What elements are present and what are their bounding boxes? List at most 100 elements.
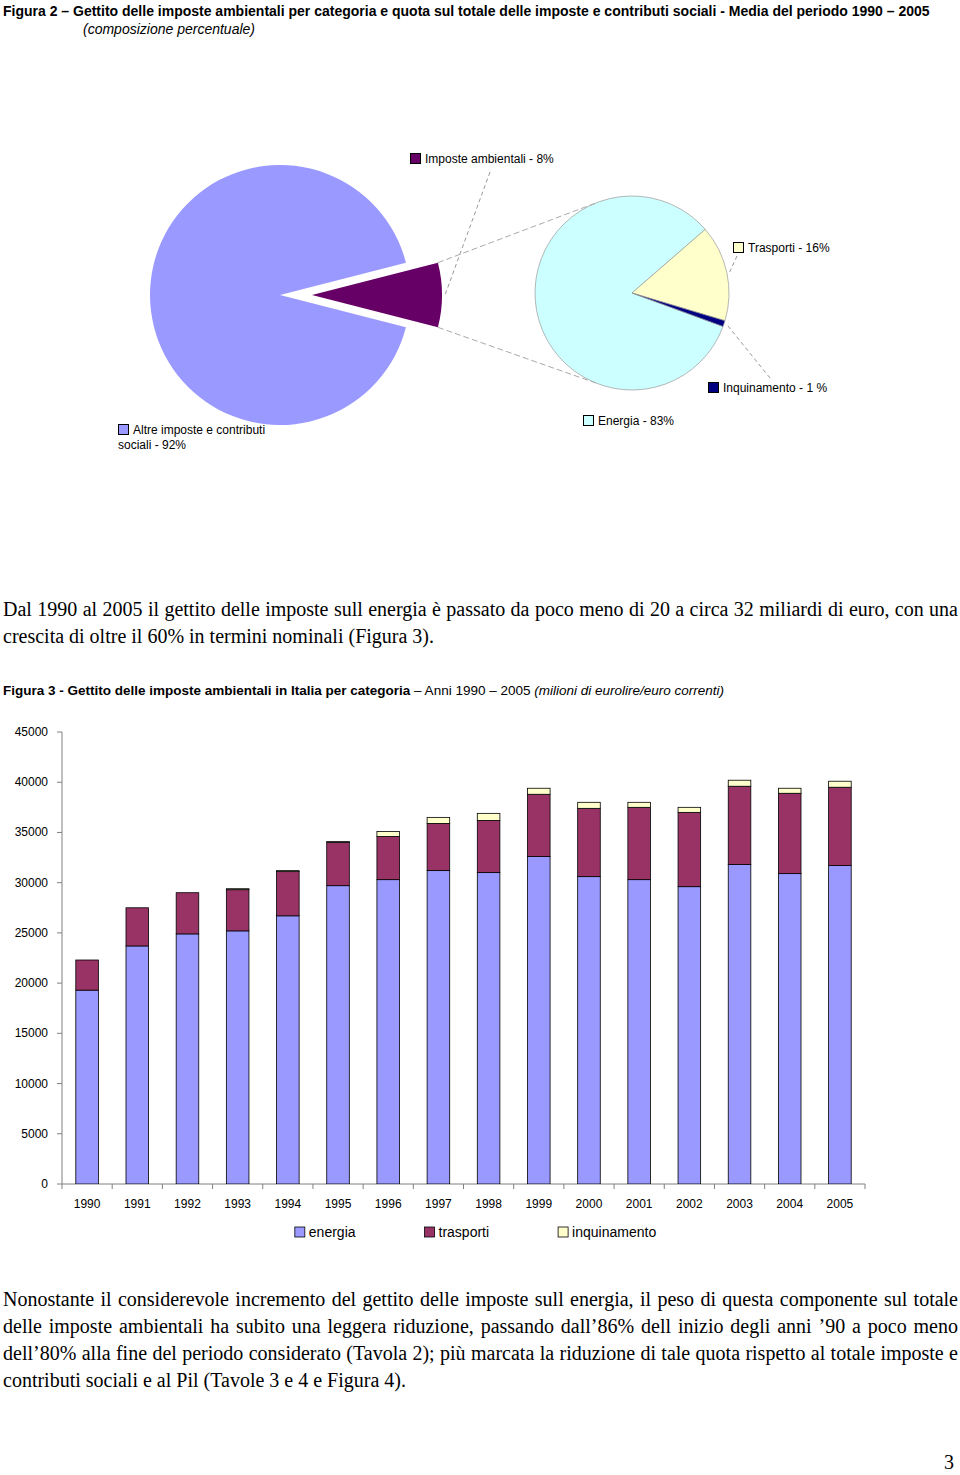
bar [778,788,801,793]
bar [477,813,500,820]
bar [126,907,149,908]
x-tick [614,1184,615,1189]
legend-label: trasporti [439,1224,490,1240]
x-tick [764,1184,765,1189]
y-tick [57,782,62,783]
legend-swatch [295,1227,305,1237]
paragraph: Dal 1990 al 2005 il gettito delle impost… [3,596,958,650]
x-tick-label: 1993 [224,1197,251,1211]
pie-label: Inquinamento - 1 % [708,381,878,396]
legend-swatch [425,1227,435,1237]
bar [477,873,500,1184]
x-tick-label: 2005 [827,1197,854,1211]
bar [578,808,601,876]
x-tick [363,1184,364,1189]
x-tick [62,1184,63,1189]
pie-label-text: Inquinamento - 1 % [723,381,827,395]
bar [578,802,601,808]
bar [678,812,701,886]
pie-slice [632,229,729,320]
bar [226,931,249,1184]
y-tick-label: 35000 [15,825,49,839]
legend-label: inquinamento [572,1224,656,1240]
bar [427,817,450,823]
y-tick [57,832,62,833]
figure-title: Figura 2 – Gettito delle imposte ambient… [3,2,960,38]
y-tick-label: 5000 [21,1127,48,1141]
pie-label: Imposte ambientali - 8% [410,152,620,167]
connector-line [438,327,596,383]
bar [277,916,300,1184]
bar [427,871,450,1184]
pie-slice [632,293,725,326]
leader-line [730,256,737,272]
page-body: {"chart_data": [ {"type": "pie", "title"… [0,0,960,1475]
y-tick [57,1184,62,1185]
y-tick [57,983,62,984]
bar [377,836,400,879]
bar [427,823,450,870]
bar [176,893,199,934]
text-layer: Figura 2 – Gettito delle imposte ambient… [0,0,960,1475]
y-tick-label: 30000 [15,876,49,890]
y-tick [57,1033,62,1034]
x-tick [262,1184,263,1189]
x-tick-label: 1994 [274,1197,301,1211]
x-tick [162,1184,163,1189]
x-tick [563,1184,564,1189]
y-tick [57,882,62,883]
bar [578,877,601,1184]
y-axis-line [62,732,63,1184]
x-tick [714,1184,715,1189]
legend-swatch [118,424,129,435]
leader-line [445,172,490,295]
bar [76,960,99,990]
x-tick-label: 1996 [375,1197,402,1211]
bar [628,807,651,879]
x-tick-label: 1990 [74,1197,101,1211]
x-tick-label: 1992 [174,1197,201,1211]
legend-swatch [583,415,594,426]
x-tick [664,1184,665,1189]
legend-label: energia [309,1224,356,1240]
bar [527,788,550,794]
bar [277,872,300,916]
y-tick [57,1083,62,1084]
y-tick-label: 10000 [15,1077,49,1091]
x-tick-label: 1999 [525,1197,552,1211]
bar [778,874,801,1184]
x-tick-label: 2000 [576,1197,603,1211]
bar [728,865,751,1184]
bar [76,960,99,961]
y-tick [57,932,62,933]
legend-swatch [410,153,421,164]
x-tick-label: 1998 [475,1197,502,1211]
x-tick [413,1184,414,1189]
subtitle-text: (composizione percentuale) [83,21,255,37]
figure-title: Figura 3 - Gettito delle imposte ambient… [3,682,958,700]
bar [678,807,701,812]
pie-label-text: Energia - 83% [598,414,674,428]
legend-swatch [708,382,719,393]
bar [728,780,751,786]
bar [327,842,350,885]
y-tick [57,732,62,733]
y-tick-label: 45000 [15,725,49,739]
bars [76,780,851,1184]
y-tick-label: 0 [41,1177,48,1191]
bar [126,908,149,946]
pie-label-text: Imposte ambientali - 8% [425,152,554,166]
pie-label: Altre imposte e contributi sociali - 92% [118,423,298,453]
bar [176,934,199,1184]
bar [327,841,350,842]
x-tick [312,1184,313,1189]
y-tick-label: 40000 [15,775,49,789]
x-tick [112,1184,113,1189]
bar [76,990,99,1184]
pie-label: Energia - 83% [583,414,733,429]
title-text: Figura 3 - Gettito delle imposte ambient… [3,683,410,698]
bar [728,786,751,864]
graphics-layer: 0500010000150002000025000300003500040000… [0,0,960,1475]
page-number: 3 [944,1451,954,1473]
paragraph: Nonostante il considerevole incremento d… [3,1286,958,1394]
